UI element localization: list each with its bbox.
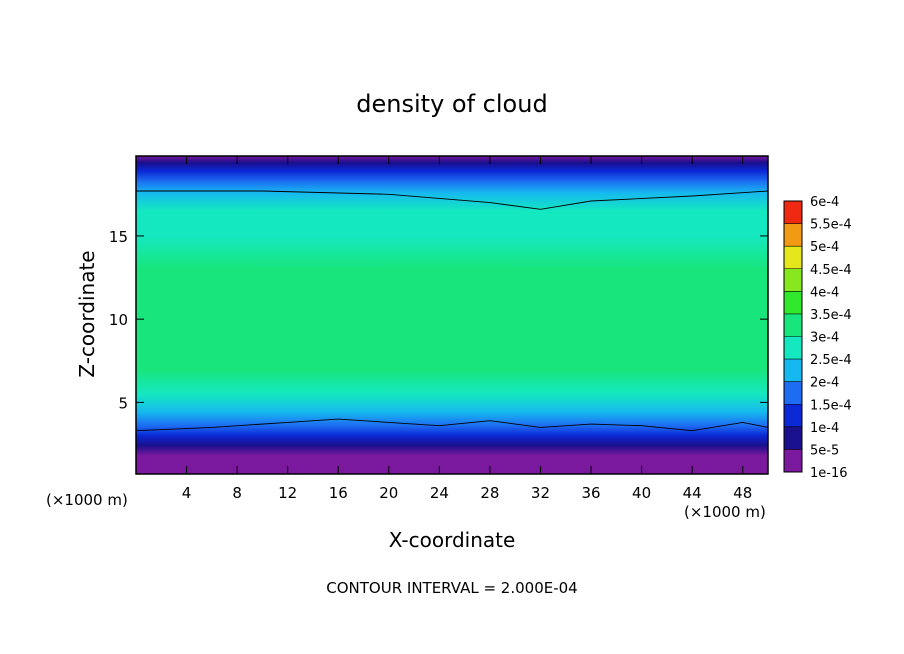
plot-frame: [135, 155, 769, 475]
colorbar-label: 1e-4: [810, 421, 839, 436]
plot-area: [135, 155, 769, 475]
colorbar-label: 6e-4: [810, 195, 839, 210]
colorbar-swatch: [784, 313, 802, 337]
colorbar-label: 5e-4: [810, 240, 839, 255]
colorbar-label: 1e-16: [810, 466, 848, 481]
colorbar-label: 5e-5: [810, 443, 839, 458]
x-tick-label: 24: [430, 484, 449, 502]
contour-interval-note: CONTOUR INTERVAL = 2.000E-04: [326, 579, 577, 597]
colorbar-label: 4.5e-4: [810, 263, 852, 278]
x-unit-left: (×1000 m): [46, 491, 128, 509]
plot-field: [136, 156, 768, 474]
colorbar-swatch: [784, 268, 802, 292]
x-unit-right: (×1000 m): [684, 503, 766, 521]
colorbar-swatch: [784, 223, 802, 247]
colorbar-swatch: [784, 449, 802, 472]
colorbar-label: 2.5e-4: [810, 353, 852, 368]
x-tick-label: 20: [379, 484, 398, 502]
y-tick-label: 10: [109, 311, 128, 329]
x-tick-label: 4: [182, 484, 192, 502]
colorbar-label: 4e-4: [810, 285, 839, 300]
colorbar-swatch: [784, 404, 802, 427]
colorbar-label: 3.5e-4: [810, 308, 852, 323]
colorbar: 1e-16 5e-5 1e-4 1.5e-4 2e-4 2.5e-4 3e-4 3.5e-4 4…: [783, 195, 852, 481]
colorbar-label: 1.5e-4: [810, 398, 852, 413]
x-tick-label: 16: [329, 484, 348, 502]
y-axis-label: Z-coordinate: [75, 250, 99, 377]
contour-line-lower: [136, 418, 768, 432]
colorbar-label: 2e-4: [810, 376, 839, 391]
x-tick-label: 12: [278, 484, 297, 502]
contour-line-upper: [136, 190, 768, 210]
x-tick-label: 40: [632, 484, 651, 502]
x-tick-label: 48: [733, 484, 752, 502]
y-axis-ticks: 5 10 15: [109, 228, 768, 412]
x-axis-ticks: 4 8 12 16 20 24 28 32 36 40 44 48: [182, 156, 752, 502]
chart-title: density of cloud: [356, 90, 547, 118]
colorbar-swatch: [784, 291, 802, 314]
colorbar-label: 3e-4: [810, 331, 839, 346]
colorbar-swatch: [784, 381, 802, 405]
colorbar-swatch: [784, 336, 802, 360]
x-tick-label: 28: [480, 484, 499, 502]
x-tick-label: 36: [581, 484, 600, 502]
x-tick-label: 44: [683, 484, 702, 502]
colorbar-swatch: [784, 201, 802, 224]
colorbar-swatch: [784, 426, 802, 450]
x-tick-label: 32: [531, 484, 550, 502]
x-tick-label: 8: [232, 484, 242, 502]
x-axis-label: X-coordinate: [389, 528, 516, 552]
y-tick-label: 15: [109, 228, 128, 246]
colorbar-swatch: [784, 359, 802, 382]
colorbar-label: 5.5e-4: [810, 218, 852, 233]
y-tick-label: 5: [118, 394, 128, 412]
colorbar-swatch: [784, 246, 802, 269]
